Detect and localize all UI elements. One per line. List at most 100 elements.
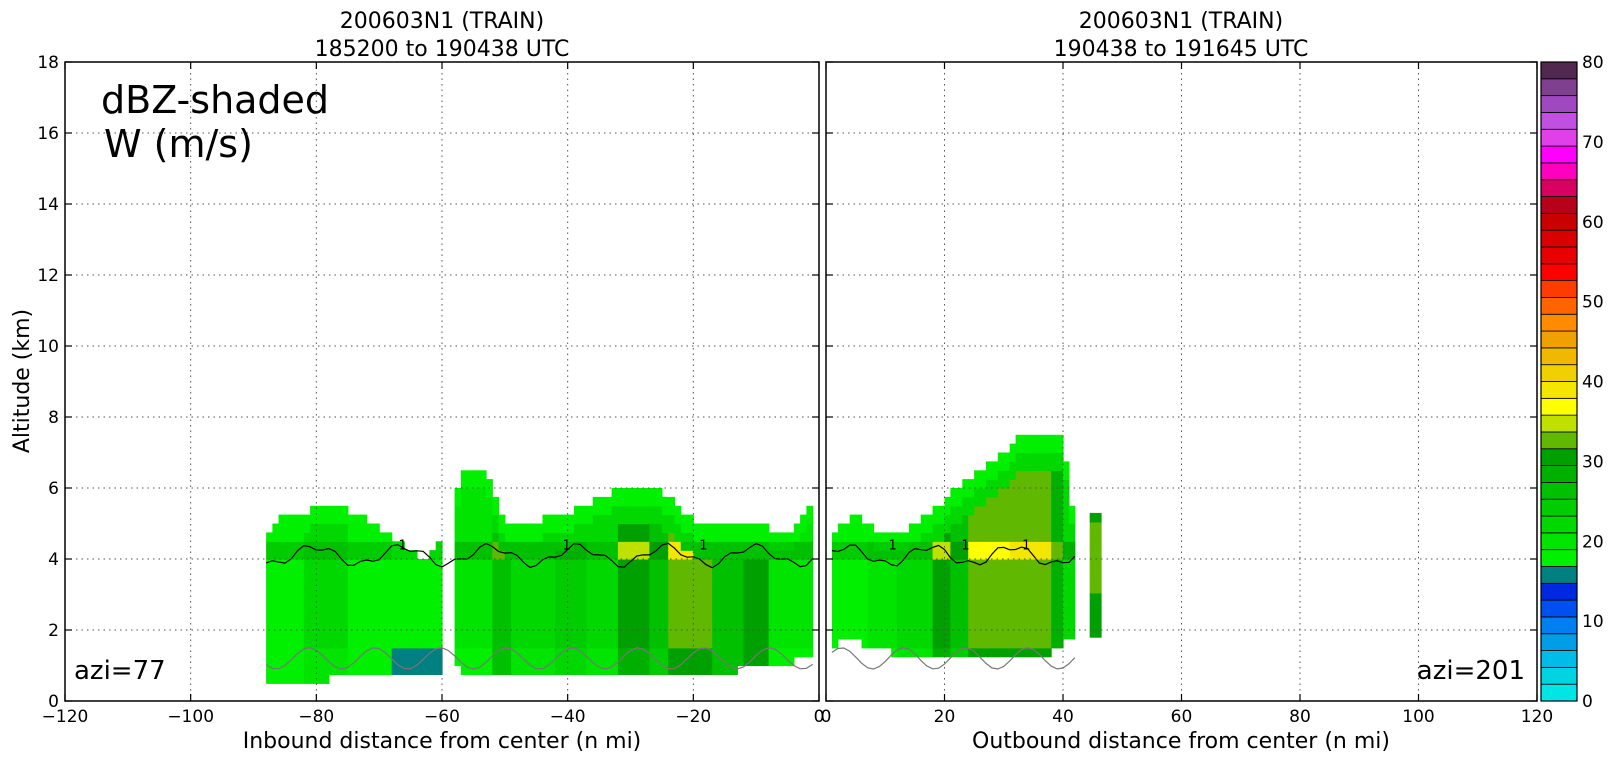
reflectivity-cell — [743, 630, 751, 640]
reflectivity-cell — [328, 505, 336, 516]
reflectivity-cell — [873, 612, 880, 622]
reflectivity-cell — [793, 559, 801, 569]
reflectivity-cell — [956, 559, 963, 569]
reflectivity-cell — [909, 612, 916, 622]
w-contour-line — [831, 647, 1076, 670]
reflectivity-cell — [974, 647, 981, 658]
reflectivity-cell — [926, 603, 934, 613]
reflectivity-cell — [932, 621, 940, 631]
reflectivity-cell — [297, 567, 305, 578]
reflectivity-cell — [909, 532, 916, 542]
reflectivity-cell — [486, 550, 493, 560]
reflectivity-cell — [360, 594, 368, 604]
reflectivity-cell — [962, 630, 969, 640]
reflectivity-cell — [843, 576, 851, 587]
reflectivity-cell — [749, 621, 757, 631]
reflectivity-cell — [843, 541, 851, 551]
reflectivity-cell — [968, 603, 975, 613]
reflectivity-cell — [849, 576, 857, 587]
reflectivity-cell — [272, 674, 280, 684]
reflectivity-cell — [775, 594, 782, 604]
reflectivity-cell — [705, 647, 713, 658]
reflectivity-cell — [460, 523, 468, 533]
reflectivity-cell — [341, 647, 349, 658]
reflectivity-cell — [932, 532, 940, 542]
reflectivity-cell — [1009, 559, 1017, 569]
reflectivity-cell — [460, 656, 468, 667]
reflectivity-cell — [574, 621, 581, 631]
reflectivity-cell — [316, 665, 324, 675]
reflectivity-cell — [1021, 532, 1028, 542]
reflectivity-cell — [479, 665, 487, 675]
reflectivity-cell — [347, 532, 355, 542]
reflectivity-cell — [1045, 496, 1052, 507]
reflectivity-cell — [530, 638, 537, 649]
reflectivity-cell — [1051, 470, 1058, 480]
reflectivity-cell — [1063, 532, 1070, 542]
reflectivity-cell — [611, 514, 619, 525]
reflectivity-cell — [649, 576, 657, 587]
reflectivity-cell — [831, 567, 839, 578]
reflectivity-cell — [962, 550, 969, 560]
reflectivity-cell — [536, 559, 544, 569]
x-tick-label: −80 — [298, 707, 334, 727]
reflectivity-cell — [793, 523, 801, 533]
reflectivity-cell — [781, 567, 789, 578]
reflectivity-cell — [1033, 514, 1040, 525]
reflectivity-cell — [636, 514, 644, 525]
reflectivity-cell — [523, 630, 531, 640]
reflectivity-cell — [974, 470, 981, 480]
reflectivity-cell — [974, 585, 981, 596]
reflectivity-cell — [718, 559, 726, 569]
reflectivity-cell — [800, 532, 807, 542]
left-azimuth-label: azi=77 — [74, 656, 166, 686]
reflectivity-cell — [266, 674, 273, 684]
reflectivity-cell — [705, 603, 713, 613]
reflectivity-cell — [1057, 567, 1064, 578]
reflectivity-cell — [328, 647, 336, 658]
reflectivity-cell — [926, 559, 934, 569]
reflectivity-cell — [655, 630, 663, 640]
reflectivity-cell — [885, 550, 892, 560]
reflectivity-cell — [567, 576, 575, 587]
reflectivity-cell — [366, 656, 374, 667]
reflectivity-cell — [454, 621, 462, 631]
reflectivity-cell — [718, 647, 726, 658]
reflectivity-cell — [843, 585, 851, 596]
reflectivity-cell — [372, 621, 380, 631]
reflectivity-cell — [914, 532, 922, 542]
reflectivity-cell — [891, 576, 898, 587]
reflectivity-cell — [611, 505, 619, 516]
reflectivity-cell — [980, 550, 987, 560]
reflectivity-cell — [611, 665, 619, 675]
reflectivity-cell — [398, 621, 405, 631]
reflectivity-cell — [460, 470, 468, 480]
reflectivity-cell — [284, 523, 292, 533]
reflectivity-cell — [1045, 461, 1052, 471]
reflectivity-cell — [699, 647, 707, 658]
reflectivity-cell — [1051, 505, 1058, 516]
reflectivity-cell — [661, 638, 669, 649]
reflectivity-cell — [687, 647, 694, 658]
reflectivity-cell — [398, 567, 405, 578]
reflectivity-cell — [914, 550, 922, 560]
reflectivity-cell — [316, 523, 324, 533]
reflectivity-cell — [980, 647, 987, 658]
reflectivity-cell — [831, 550, 839, 560]
right-gridlines — [826, 62, 1537, 701]
reflectivity-cell — [322, 674, 330, 684]
reflectivity-cell — [1021, 621, 1028, 631]
reflectivity-cell — [991, 496, 999, 507]
reflectivity-cell — [385, 541, 393, 551]
reflectivity-cell — [800, 630, 807, 640]
reflectivity-cell — [548, 612, 556, 622]
reflectivity-cell — [980, 594, 987, 604]
reflectivity-cell — [354, 550, 361, 560]
reflectivity-cell — [574, 514, 581, 525]
reflectivity-cell — [599, 505, 606, 516]
reflectivity-cell — [284, 621, 292, 631]
reflectivity-cell — [768, 576, 776, 587]
reflectivity-cell — [580, 523, 588, 533]
reflectivity-cell — [980, 576, 987, 587]
left-panel-subtitle: 185200 to 190438 UTC — [315, 37, 570, 62]
